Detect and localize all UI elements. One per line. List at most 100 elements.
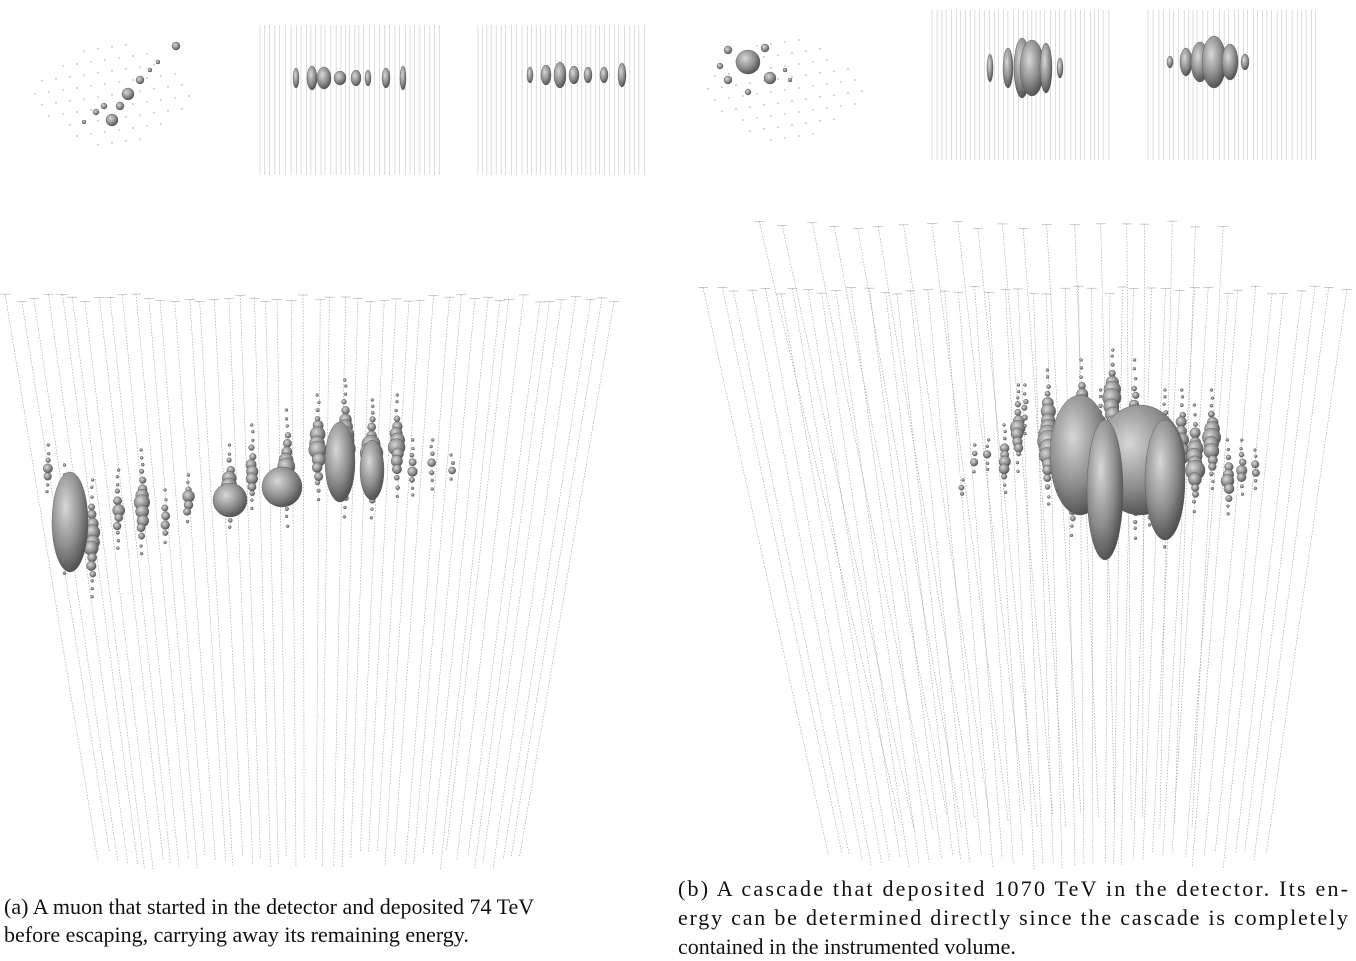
dom-hit	[1110, 354, 1114, 358]
dom-hit	[370, 507, 374, 511]
dom-hit	[986, 438, 991, 442]
dom-hit	[1163, 395, 1167, 399]
dom-hit	[370, 398, 374, 402]
string-dot	[125, 44, 127, 46]
dom-hit	[341, 406, 350, 415]
detector-string	[456, 294, 524, 861]
dom-hit	[371, 404, 375, 408]
string-dot	[55, 78, 57, 80]
dom-hit	[1108, 369, 1116, 377]
dom-hit	[228, 525, 232, 529]
string-dot	[48, 91, 50, 93]
detector-string	[135, 294, 189, 860]
detector-string	[1046, 224, 1082, 813]
string-dot	[854, 79, 856, 81]
detector-string	[84, 301, 154, 870]
dom-hit	[1043, 474, 1052, 482]
string-dot	[55, 102, 57, 104]
dom-hit	[284, 417, 289, 421]
detector-string	[833, 226, 947, 815]
dom-hit	[787, 77, 793, 83]
string-dot	[146, 53, 148, 55]
string-dot	[76, 135, 78, 137]
dom-hit	[116, 539, 121, 543]
dom-hit	[333, 70, 347, 86]
dom-hit	[324, 421, 356, 503]
detector-string	[4, 294, 99, 861]
detector-string	[422, 298, 476, 855]
string-dot	[90, 61, 92, 63]
string-dot	[104, 131, 106, 133]
string-dot	[146, 101, 148, 103]
dom-hit	[1207, 410, 1215, 418]
dom-hit	[163, 488, 167, 492]
dom-hit	[1079, 366, 1084, 370]
dom-hit	[411, 493, 415, 497]
string-dot	[69, 124, 71, 126]
detector-string	[1215, 293, 1273, 851]
string-dot	[833, 118, 835, 120]
detector-string	[62, 294, 138, 865]
detector-string	[821, 293, 910, 869]
detector-string	[944, 291, 994, 868]
string-dot	[784, 89, 786, 91]
detector-string	[482, 299, 562, 863]
string-dot	[160, 99, 162, 101]
dom-hit	[89, 571, 97, 578]
string-dot	[756, 117, 758, 119]
dom-hit	[972, 470, 976, 474]
dom-hit	[248, 444, 255, 451]
detector-string	[384, 300, 421, 865]
dom-hit	[1039, 42, 1053, 94]
dom-hit	[985, 461, 990, 466]
dom-hit	[1240, 492, 1245, 496]
detector-string	[1222, 293, 1284, 868]
dom-hit	[227, 443, 232, 447]
string-dot	[798, 63, 800, 65]
detector-string	[977, 228, 1038, 829]
dom-hit	[1133, 519, 1138, 525]
detector-string	[857, 228, 962, 830]
dom-hit	[155, 59, 161, 65]
dom-hit	[317, 400, 321, 405]
dom-hit	[1132, 367, 1137, 371]
string-dot	[777, 102, 779, 104]
dom-hit	[1209, 388, 1214, 392]
string-dot	[826, 83, 828, 85]
dom-hit	[381, 67, 391, 89]
string-dot	[167, 110, 169, 112]
dom-hit	[1070, 515, 1076, 522]
detector-string	[1001, 223, 1054, 815]
string-dot	[41, 104, 43, 106]
dom-hit	[1023, 383, 1027, 387]
detector-string	[792, 288, 890, 861]
dom-hit	[314, 480, 321, 486]
dom-hit	[1044, 484, 1051, 490]
string-dot	[146, 77, 148, 79]
caption-line: contained in the instrumented volume.	[678, 934, 1016, 959]
dom-hit	[1016, 451, 1022, 457]
string-dot	[167, 86, 169, 88]
string-dot	[798, 111, 800, 113]
string-dot	[62, 65, 64, 67]
dom-hit	[1047, 495, 1051, 499]
string-dot	[798, 135, 800, 137]
detector-string	[368, 298, 397, 853]
dom-hit	[306, 65, 318, 91]
dom-hit	[228, 518, 233, 523]
detector-string	[751, 290, 863, 860]
dom-hit	[1166, 55, 1174, 69]
string-dot	[62, 89, 64, 91]
dom-hit	[116, 468, 121, 472]
string-dot	[181, 84, 183, 86]
string-dot	[861, 90, 863, 92]
dom-hit	[344, 384, 348, 388]
string-dot	[749, 130, 751, 132]
string-dot	[826, 59, 828, 61]
string-dot	[118, 129, 120, 131]
string-dot	[76, 111, 78, 113]
dom-hit	[1240, 438, 1244, 442]
string-dot	[770, 43, 772, 45]
dom-hit	[90, 579, 94, 583]
